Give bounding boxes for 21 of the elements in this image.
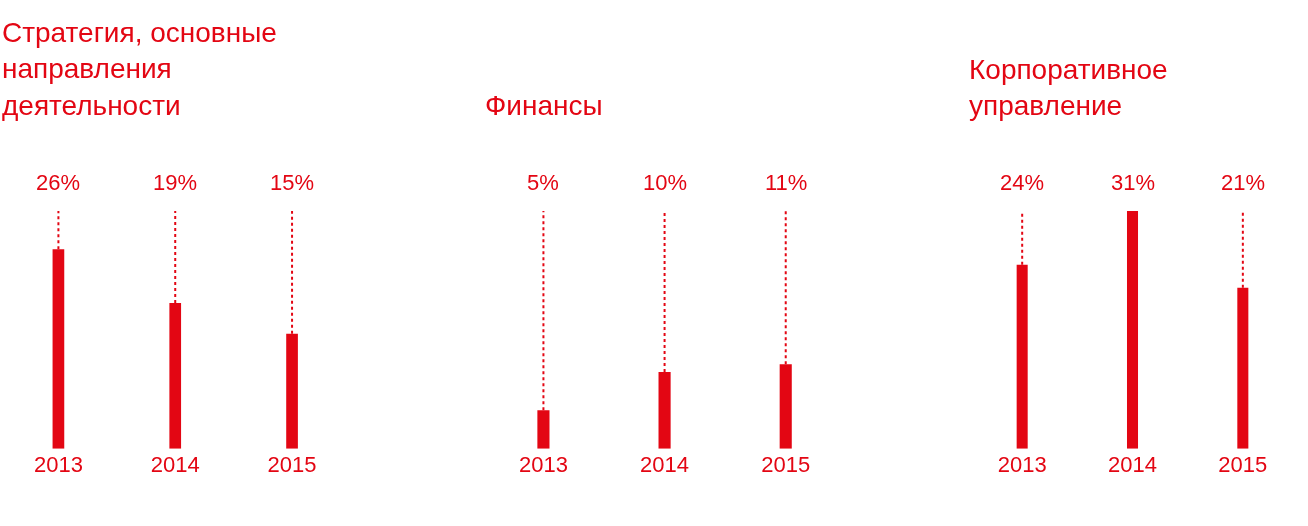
chart-title: Стратегия, основные направления деятельности [2,17,277,121]
x-tick-label: 2014 [640,451,690,477]
data-label: 15% [270,170,315,195]
data-label: 19% [153,170,198,195]
x-tick-label: 2015 [761,451,811,477]
x-tick-label: 2014 [150,451,200,477]
x-tick-label: 2015 [1218,451,1268,477]
x-tick-label: 2013 [33,451,83,477]
data-label: 24% [1000,170,1045,195]
x-tick-label: 2013 [518,451,568,477]
data-label: 26% [36,170,81,195]
data-label: 11% [765,170,808,195]
data-label: 31% [1111,170,1156,195]
chart-title: Корпоративное управление [969,54,1168,122]
data-label: 5% [527,170,559,195]
data-label: 21% [1221,170,1266,195]
chart-title: Финансы [485,90,603,121]
x-tick-label: 2014 [1108,451,1157,477]
data-label: 10% [643,170,688,195]
x-tick-label: 2015 [267,451,317,477]
x-tick-label: 2013 [997,451,1047,477]
